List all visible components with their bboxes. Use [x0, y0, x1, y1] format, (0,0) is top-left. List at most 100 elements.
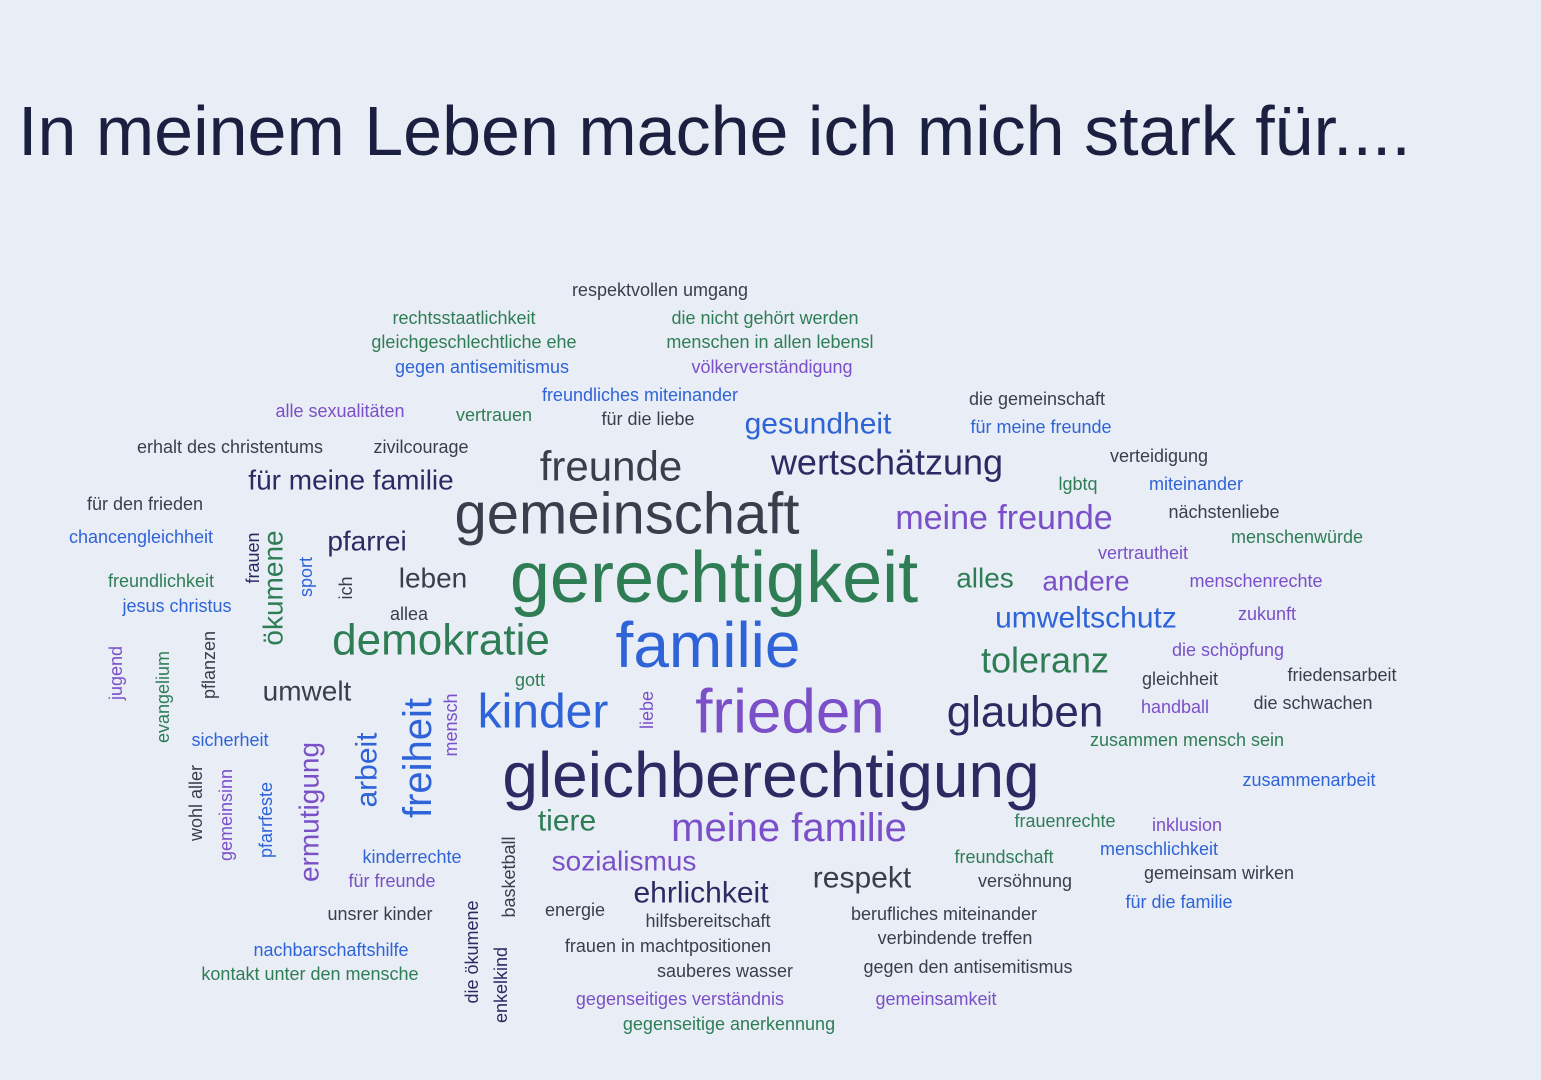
cloud-word: gemeinsamkeit [875, 989, 996, 1009]
cloud-word: freundschaft [954, 847, 1053, 867]
cloud-word: jugend [106, 646, 126, 701]
cloud-word: lgbtq [1058, 474, 1097, 494]
cloud-word: wertschätzung [770, 442, 1003, 483]
cloud-word: gleichgeschlechtliche ehe [371, 332, 576, 352]
cloud-word: respektvollen umgang [572, 280, 748, 300]
cloud-word: zivilcourage [373, 437, 468, 457]
cloud-word: tiere [538, 805, 596, 838]
cloud-word: menschenwürde [1231, 527, 1363, 547]
cloud-word: alle sexualitäten [275, 401, 404, 421]
cloud-word: die gemeinschaft [969, 389, 1105, 409]
cloud-word: handball [1141, 697, 1209, 717]
cloud-word: freundlichkeit [108, 571, 214, 591]
cloud-word: allea [390, 604, 429, 624]
cloud-word: freundliches miteinander [542, 385, 738, 405]
cloud-word: vertrautheit [1098, 543, 1188, 563]
cloud-word: gemeinschaft [455, 482, 800, 547]
cloud-word: enkelkind [491, 947, 511, 1023]
cloud-word: rechtsstaatlichkeit [392, 308, 535, 328]
cloud-word: miteinander [1149, 474, 1243, 494]
cloud-word: arbeit [351, 732, 384, 808]
cloud-word: berufliches miteinander [851, 904, 1037, 924]
word-cloud: respektvollen umgang rechtsstaatlichkeit d… [69, 280, 1397, 1034]
cloud-word: umweltschutz [995, 602, 1177, 635]
cloud-word: für die liebe [601, 409, 694, 429]
cloud-word: gleichberechtigung [502, 739, 1039, 811]
cloud-word: unsrer kinder [327, 904, 432, 924]
cloud-word: gegen antisemitismus [395, 357, 569, 377]
cloud-word: liebe [637, 691, 657, 729]
cloud-word: friedensarbeit [1287, 665, 1396, 685]
cloud-word: leben [399, 563, 468, 594]
cloud-word: verbindende treffen [878, 928, 1033, 948]
cloud-word: gegenseitige anerkennung [623, 1014, 835, 1034]
cloud-word: toleranz [981, 640, 1109, 681]
cloud-word: für den frieden [87, 494, 203, 514]
cloud-word: gesundheit [745, 408, 892, 441]
cloud-word: gleichheit [1142, 669, 1218, 689]
cloud-word: frieden [695, 678, 885, 747]
cloud-word: ermutigung [294, 742, 325, 882]
cloud-word: chancengleichheit [69, 527, 213, 547]
cloud-word: gerechtigkeit [510, 538, 918, 618]
cloud-word: die ökumene [462, 900, 482, 1003]
cloud-word: für die familie [1125, 892, 1232, 912]
cloud-word: inklusion [1152, 815, 1222, 835]
cloud-word: gemeinsinn [216, 769, 236, 861]
cloud-word: ehrlichkeit [633, 877, 769, 910]
cloud-word: gott [515, 670, 545, 690]
cloud-word: wohl aller [186, 765, 206, 842]
cloud-word: gemeinsam wirken [1144, 863, 1294, 883]
cloud-word: nachbarschaftshilfe [253, 940, 408, 960]
cloud-word: hilfsbereitschaft [645, 911, 770, 931]
cloud-word: sicherheit [191, 730, 268, 750]
cloud-word: zukunft [1238, 604, 1296, 624]
cloud-word: frauen in machtpositionen [565, 936, 771, 956]
cloud-word: kontakt unter den mensche [201, 964, 418, 984]
cloud-word: zusammenarbeit [1242, 770, 1375, 790]
cloud-word: menschenrechte [1189, 571, 1322, 591]
cloud-word: zusammen mensch sein [1090, 730, 1284, 750]
cloud-word: ich [336, 576, 356, 599]
cloud-word: sport [296, 557, 316, 597]
cloud-word: die schwachen [1253, 693, 1372, 713]
cloud-word: meine freunde [895, 499, 1112, 537]
cloud-word: energie [545, 900, 605, 920]
cloud-word: jesus christus [121, 596, 231, 616]
slide-title: In meinem Leben mache ich mich stark für… [18, 92, 1411, 170]
cloud-word: alles [956, 563, 1014, 594]
cloud-word: meine familie [671, 806, 907, 850]
cloud-word: pflanzen [199, 631, 219, 699]
cloud-word: völkerverständigung [691, 357, 852, 377]
cloud-word: pfarrfeste [256, 782, 276, 858]
cloud-word: respekt [813, 862, 912, 895]
cloud-word: verteidigung [1110, 446, 1208, 466]
cloud-word: versöhnung [978, 871, 1072, 891]
cloud-word: andere [1042, 566, 1129, 597]
cloud-word: ökumene [258, 530, 289, 645]
cloud-word: mensch [441, 693, 461, 756]
cloud-word: für meine freunde [970, 417, 1111, 437]
cloud-word: freunde [540, 443, 682, 490]
cloud-word: basketball [499, 836, 519, 917]
cloud-word: pfarrei [327, 526, 406, 557]
cloud-word: für freunde [348, 871, 435, 891]
cloud-word: die nicht gehört werden [671, 308, 858, 328]
cloud-word: die schöpfung [1172, 640, 1284, 660]
cloud-word: menschlichkeit [1100, 839, 1218, 859]
cloud-word: vertrauen [456, 405, 532, 425]
cloud-word: evangelium [153, 651, 173, 743]
cloud-word: umwelt [263, 676, 352, 707]
cloud-word: freiheit [396, 698, 440, 818]
cloud-word: frauenrechte [1014, 811, 1115, 831]
cloud-word: menschen in allen lebensl [666, 332, 873, 352]
cloud-word: gegenseitiges verständnis [576, 989, 784, 1009]
cloud-word: gegen den antisemitismus [863, 957, 1072, 977]
cloud-word: demokratie [332, 616, 550, 665]
cloud-word: nächstenliebe [1168, 502, 1279, 522]
cloud-word: sozialismus [552, 846, 697, 877]
cloud-word: familie [616, 609, 801, 681]
cloud-word: kinderrechte [362, 847, 461, 867]
